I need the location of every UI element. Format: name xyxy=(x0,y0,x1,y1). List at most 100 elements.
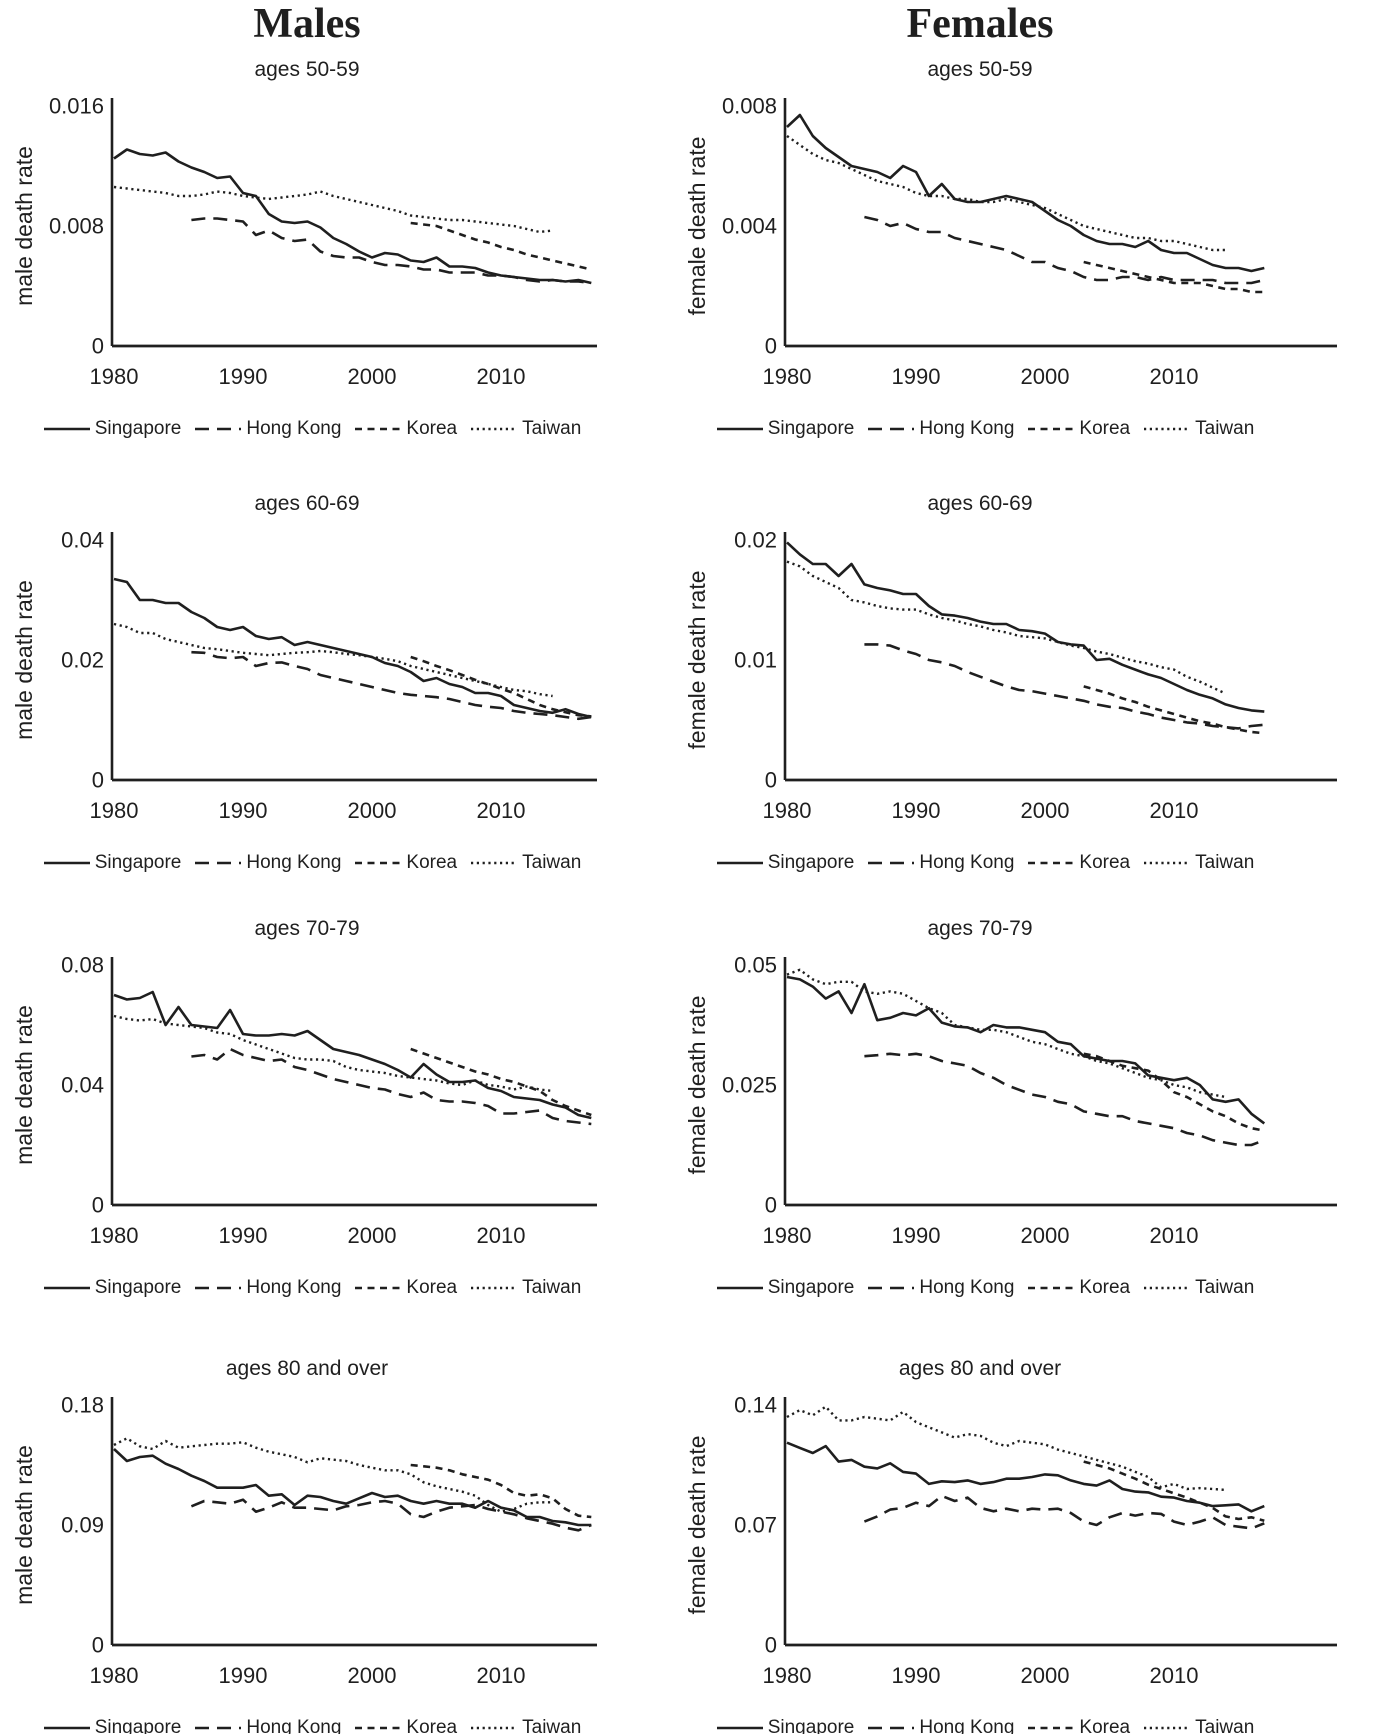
legend-line-sample-solid xyxy=(43,1726,90,1730)
series-line-singapore xyxy=(113,577,592,719)
legend-line-sample-solid xyxy=(43,427,90,431)
legend-label: Hong Kong xyxy=(919,1277,1015,1298)
series-line-korea xyxy=(410,221,592,271)
legend-line-sample-short-dash xyxy=(1028,427,1075,431)
legend-label: Hong Kong xyxy=(246,852,342,873)
legend-item-singapore: Singapore xyxy=(716,852,854,874)
legend-label: Hong Kong xyxy=(919,852,1015,873)
chart-cell-females-60-69: ages 60-69 0 0.01 0.02 1980 1990 2000 2010 femal… xyxy=(685,434,1385,873)
legend-label: Singapore xyxy=(767,418,855,439)
chart-cell-females-80-over: ages 80 and over 0 0.07 0.14 1980 1990 2000 201… xyxy=(685,1299,1385,1734)
y-tick-label: 0 xyxy=(765,1193,777,1218)
legend-line-sample-short-dash xyxy=(355,1286,402,1290)
legend-item-singapore: Singapore xyxy=(43,1277,181,1299)
legend-label: Korea xyxy=(406,1277,458,1298)
series-line-singapore xyxy=(113,1448,592,1527)
legend-females-50-59: Singapore Hong Kong Korea Taiwan xyxy=(685,418,1285,440)
legend-line-sample-long-dash xyxy=(868,1286,915,1290)
legend-females-60-69: Singapore Hong Kong Korea Taiwan xyxy=(685,852,1285,874)
legend-line-sample-dotted xyxy=(471,861,518,865)
series-line-korea xyxy=(410,1463,592,1519)
legend-line-sample-long-dash xyxy=(868,427,915,431)
legend-label: Singapore xyxy=(94,852,182,873)
y-tick-label: 0.02 xyxy=(734,528,777,553)
plot-males-70-79: 0 0.04 0.08 1980 1990 2000 2010 male death rate xyxy=(12,953,597,1248)
x-tick-label: 2010 xyxy=(1150,364,1199,389)
legend-line-sample-long-dash xyxy=(868,861,915,865)
legend-label: Korea xyxy=(1079,418,1131,439)
x-tick-label: 1990 xyxy=(892,798,941,823)
x-tick-label: 1980 xyxy=(763,364,812,389)
legend-item-taiwan: Taiwan xyxy=(1143,1277,1254,1299)
x-tick-label: 2000 xyxy=(348,1223,397,1248)
legend-label: Taiwan xyxy=(522,852,582,873)
x-tick-label: 1980 xyxy=(90,798,139,823)
legend-label: Singapore xyxy=(767,1277,855,1298)
plot-males-50-59: 0 0.008 0.016 1980 1990 2000 2010 male death ra… xyxy=(12,94,597,389)
legend-line-sample-short-dash xyxy=(1028,1726,1075,1730)
y-axis-title: female death rate xyxy=(685,570,710,749)
x-tick-label: 1980 xyxy=(763,798,812,823)
legend-label: Korea xyxy=(406,418,458,439)
legend-label: Korea xyxy=(406,852,458,873)
legend-label: Korea xyxy=(1079,1277,1131,1298)
x-tick-label: 1980 xyxy=(763,1223,812,1248)
chart-cell-females-70-79: ages 70-79 0 0.025 0.05 1980 1990 2000 2010 fema… xyxy=(685,859,1385,1298)
legend-label: Taiwan xyxy=(522,1277,582,1298)
series-line-singapore xyxy=(113,148,592,285)
series-line-hong-kong xyxy=(191,650,592,721)
legend-line-sample-dotted xyxy=(1144,1286,1191,1290)
series-line-korea xyxy=(1083,685,1265,735)
legend-item-korea: Korea xyxy=(1027,1277,1130,1299)
legend-item-taiwan: Taiwan xyxy=(1143,418,1254,440)
legend-line-sample-short-dash xyxy=(1028,1286,1075,1290)
x-tick-label: 1980 xyxy=(763,1663,812,1688)
legend-label: Taiwan xyxy=(1195,852,1255,873)
y-tick-label: 0 xyxy=(92,334,104,359)
legend-line-sample-solid xyxy=(716,861,763,865)
legend-line-sample-long-dash xyxy=(195,427,242,431)
x-tick-label: 1990 xyxy=(892,1223,941,1248)
legend-item-singapore: Singapore xyxy=(716,1277,855,1299)
legend-item-taiwan: Taiwan xyxy=(470,1277,581,1299)
y-tick-label: 0.04 xyxy=(61,528,104,553)
column-header-males: Males xyxy=(253,1,361,47)
series-line-hong-kong xyxy=(191,1047,592,1126)
chart-title-females-50-59: ages 50-59 xyxy=(927,58,1033,81)
chart-cell-males-60-69: ages 60-69 0 0.02 0.04 1980 1990 2000 2010 male … xyxy=(12,434,712,873)
legend-item-taiwan: Taiwan xyxy=(1143,1717,1254,1734)
legend-label: Hong Kong xyxy=(919,418,1015,439)
legend-item-korea: Korea xyxy=(354,418,457,440)
y-tick-label: 0 xyxy=(92,1193,104,1218)
legend-item-taiwan: Taiwan xyxy=(1143,852,1254,874)
x-tick-label: 1990 xyxy=(219,364,268,389)
legend-label: Hong Kong xyxy=(246,1717,342,1734)
legend-item-korea: Korea xyxy=(1027,1717,1130,1734)
series-line-korea xyxy=(1083,260,1265,294)
legend-line-sample-short-dash xyxy=(355,1726,402,1730)
series-line-singapore xyxy=(786,975,1266,1125)
series-line-hong-kong xyxy=(190,1498,592,1532)
legend-item-singapore: Singapore xyxy=(716,1717,854,1734)
legend-label: Hong Kong xyxy=(246,1277,342,1298)
legend-line-sample-solid xyxy=(43,1286,90,1290)
legend-label: Taiwan xyxy=(1195,1277,1255,1298)
x-tick-label: 2000 xyxy=(1021,364,1070,389)
legend-line-sample-dotted xyxy=(1144,427,1191,431)
legend-item-taiwan: Taiwan xyxy=(470,1717,581,1734)
legend-line-sample-short-dash xyxy=(1028,861,1075,865)
legend-line-sample-long-dash xyxy=(195,1726,242,1730)
chart-title-males-50-59: ages 50-59 xyxy=(254,58,360,81)
y-tick-label: 0 xyxy=(92,1633,104,1658)
legend-item-singapore: Singapore xyxy=(43,852,182,874)
legend-item-korea: Korea xyxy=(354,852,457,874)
x-tick-label: 1990 xyxy=(219,1223,268,1248)
legend-item-singapore: Singapore xyxy=(43,1717,181,1734)
y-tick-label: 0.09 xyxy=(61,1513,104,1538)
legend-males-50-59: Singapore Hong Kong Korea Taiwan xyxy=(12,418,612,440)
legend-males-80-over: Singapore Hong Kong Korea Taiwan xyxy=(12,1717,612,1734)
chart-title-males-70-79: ages 70-79 xyxy=(254,917,360,940)
legend-item-taiwan: Taiwan xyxy=(470,418,581,440)
legend-item-singapore: Singapore xyxy=(43,418,181,440)
